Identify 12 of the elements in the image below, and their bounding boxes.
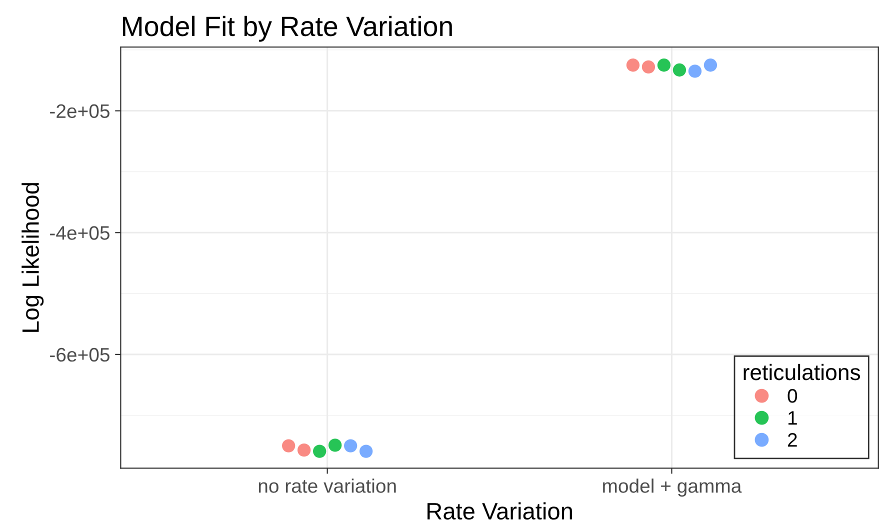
chart-title: Model Fit by Rate Variation xyxy=(122,16,452,42)
legend-label: 0 xyxy=(788,389,798,403)
y-tick-label: -6e+05 xyxy=(50,348,110,362)
legend-label: 2 xyxy=(788,433,797,447)
x-tick-label: model + gamma xyxy=(603,478,742,497)
y-axis-title: Log Likelihood xyxy=(22,182,44,332)
y-tick-label: -2e+05 xyxy=(50,104,110,118)
y-tick-label: -4e+05 xyxy=(50,226,110,240)
legend-label: 1 xyxy=(788,411,797,425)
x-tick-label: no rate variation xyxy=(258,478,396,493)
x-axis-title: Rate Variation xyxy=(428,502,572,520)
legend-title: reticulations xyxy=(744,364,860,380)
